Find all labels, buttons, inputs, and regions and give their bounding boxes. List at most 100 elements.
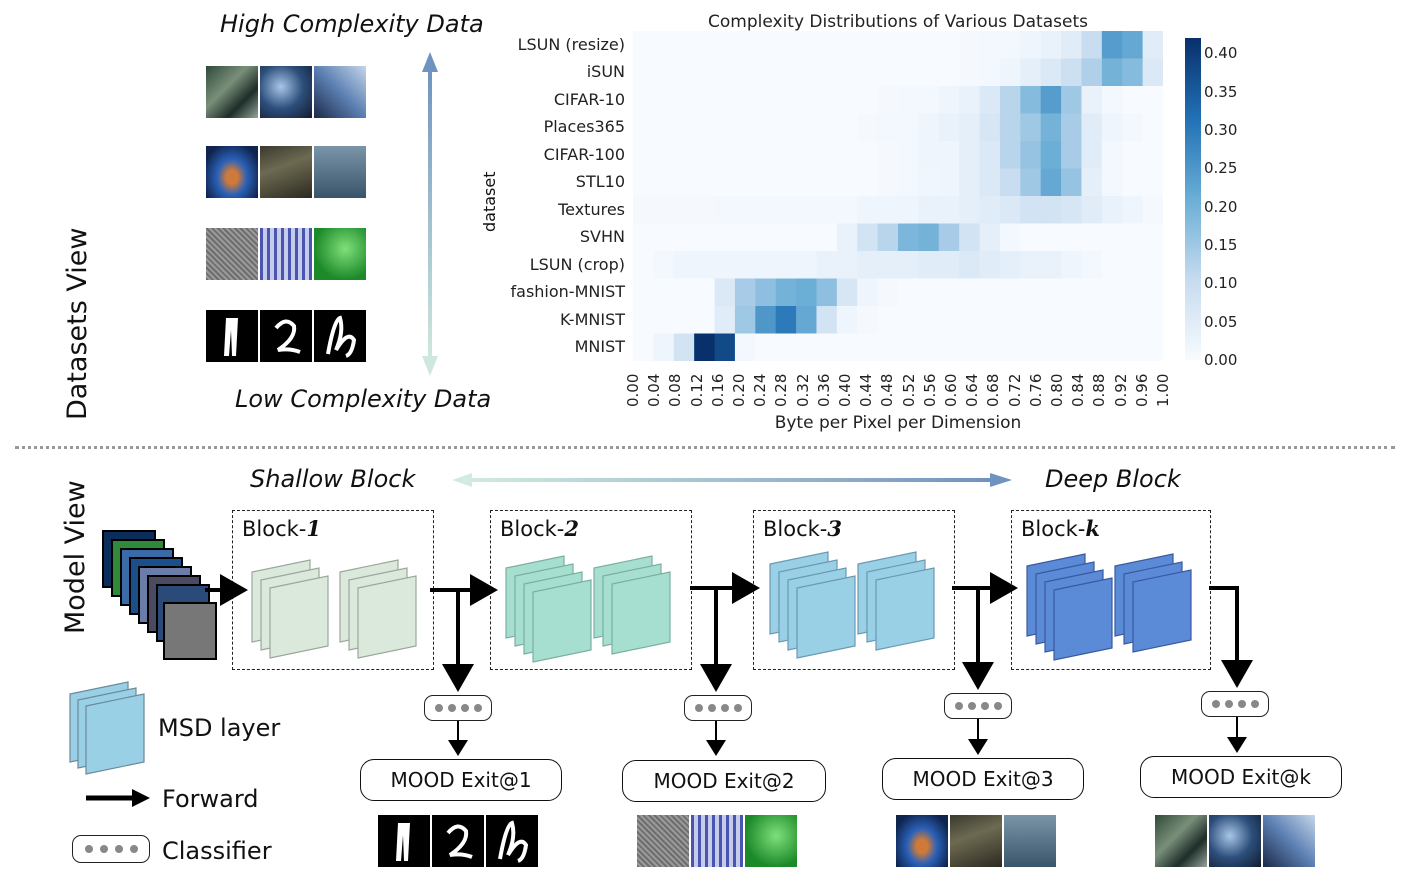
thumbnail-texture-gray: [206, 228, 258, 280]
heatmap-cell: [694, 278, 716, 307]
heatmap-cell: [938, 223, 960, 252]
shallow-block-label: Shallow Block: [250, 465, 416, 493]
heatmap-cell: [1101, 86, 1123, 114]
heatmap-cell: [959, 251, 981, 279]
heatmap-cell: [836, 31, 858, 59]
heatmap-cell: [1020, 278, 1042, 307]
heatmap-cell: [796, 58, 817, 87]
heatmap-cell: [755, 113, 777, 142]
exit-thumb-digit-2: [432, 815, 484, 867]
heatmap-cell: [734, 306, 756, 334]
heatmap-cell: [1122, 333, 1144, 361]
heatmap-cell: [1101, 333, 1123, 361]
heatmap-cell: [633, 278, 654, 307]
block-k-label: Block-k: [1021, 516, 1100, 541]
heatmap-cell: [653, 278, 675, 307]
heatmap-y-tick-label: SVHN: [579, 227, 625, 247]
heatmap-cell: [1081, 31, 1103, 59]
exit-thumb-building: [1004, 815, 1056, 867]
colorbar-tick-label: 0.20: [1204, 197, 1238, 216]
heatmap-cell: [816, 306, 838, 334]
heatmap-cell: [938, 251, 960, 279]
heatmap-cell: [653, 333, 675, 361]
heatmap-cell: [1081, 86, 1103, 114]
heatmap-cell: [694, 31, 716, 59]
heatmap-cell: [734, 223, 756, 252]
heatmap-cell: [959, 168, 981, 197]
heatmap-cell: [673, 141, 695, 169]
legend-forward-arrow-icon: [86, 789, 150, 807]
heatmap-cell: [1081, 141, 1103, 169]
heatmap-cell: [1040, 31, 1062, 59]
section-divider: [15, 446, 1395, 449]
heatmap-cell: [979, 306, 1001, 334]
heatmap-cell: [979, 223, 1001, 252]
heatmap-cell: [918, 306, 940, 334]
heatmap-cell: [857, 223, 879, 252]
block-2-label: Block-2: [500, 516, 579, 541]
colorbar-tick-label: 0.00: [1204, 351, 1238, 369]
heatmap-cell: [796, 251, 817, 279]
heatmap-cell: [816, 168, 838, 197]
heatmap-y-tick-label: fashion-MNIST: [510, 282, 625, 302]
heatmap-cell: [918, 113, 940, 142]
block-3-label: Block-3: [763, 516, 842, 541]
heatmap-cell: [1122, 31, 1144, 59]
heatmap-cell: [755, 58, 777, 87]
heatmap-cell: [673, 278, 695, 307]
heatmap-cell: [734, 141, 756, 169]
heatmap-cell: [1020, 223, 1042, 252]
heatmap-cell: [673, 223, 695, 252]
heatmap-cell: [999, 86, 1021, 114]
deep-block-label: Deep Block: [1045, 465, 1181, 493]
heatmap-cell: [633, 141, 654, 169]
heatmap-cell: [673, 168, 695, 197]
heatmap-y-tick-label: LSUN (resize): [517, 34, 625, 54]
heatmap-cell: [734, 168, 756, 197]
heatmap-cell: [877, 113, 899, 142]
heatmap-cell: [1061, 278, 1082, 307]
heatmap-cell: [694, 251, 716, 279]
heatmap-cell: [653, 141, 675, 169]
heatmap-cell: [877, 251, 899, 279]
heatmap-cell: [1142, 168, 1163, 197]
heatmap-cell: [836, 306, 858, 334]
heatmap-cell: [857, 31, 879, 59]
heatmap-cell: [1122, 58, 1144, 87]
heatmap-cell: [653, 31, 675, 59]
heatmap-cell: [816, 86, 838, 114]
heatmap-cell: [734, 251, 756, 279]
heatmap-cell: [816, 278, 838, 307]
heatmap-cell: [633, 333, 654, 361]
heatmap-cell: [755, 223, 777, 252]
heatmap-cell: [714, 168, 736, 197]
heatmap-cell: [673, 196, 695, 224]
heatmap-cell: [1101, 31, 1123, 59]
heatmap-cell: [959, 278, 981, 307]
heatmap-cell: [775, 278, 797, 307]
heatmap-cell: [1122, 141, 1144, 169]
colorbar-tick-label: 0.35: [1204, 82, 1238, 101]
msd-layer: [357, 575, 417, 659]
heatmap-cell: [653, 223, 675, 252]
heatmap-cell: [836, 223, 858, 252]
heatmap-cell: [836, 58, 858, 87]
low-complexity-label: Low Complexity Data: [235, 385, 492, 413]
heatmap-cell: [694, 306, 716, 334]
heatmap-cell: [857, 141, 879, 169]
heatmap-cell: [959, 223, 981, 252]
heatmap-x-axis-label: Byte per Pixel per Dimension: [774, 413, 1022, 433]
heatmap-cell: [734, 113, 756, 142]
heatmap-cell: [836, 86, 858, 114]
heatmap-cell: [1142, 141, 1163, 169]
heatmap-cell: [775, 58, 797, 87]
heatmap-y-tick-label: iSUN: [586, 62, 625, 82]
legend-forward-label: Forward: [162, 785, 259, 813]
heatmap-cell: [1122, 113, 1144, 142]
heatmap-cell: [734, 58, 756, 87]
heatmap-cell: [714, 31, 736, 59]
heatmap-cell: [633, 58, 654, 87]
mood-exit-k: MOOD Exit@k: [1140, 756, 1342, 798]
heatmap-cell: [1061, 86, 1082, 114]
